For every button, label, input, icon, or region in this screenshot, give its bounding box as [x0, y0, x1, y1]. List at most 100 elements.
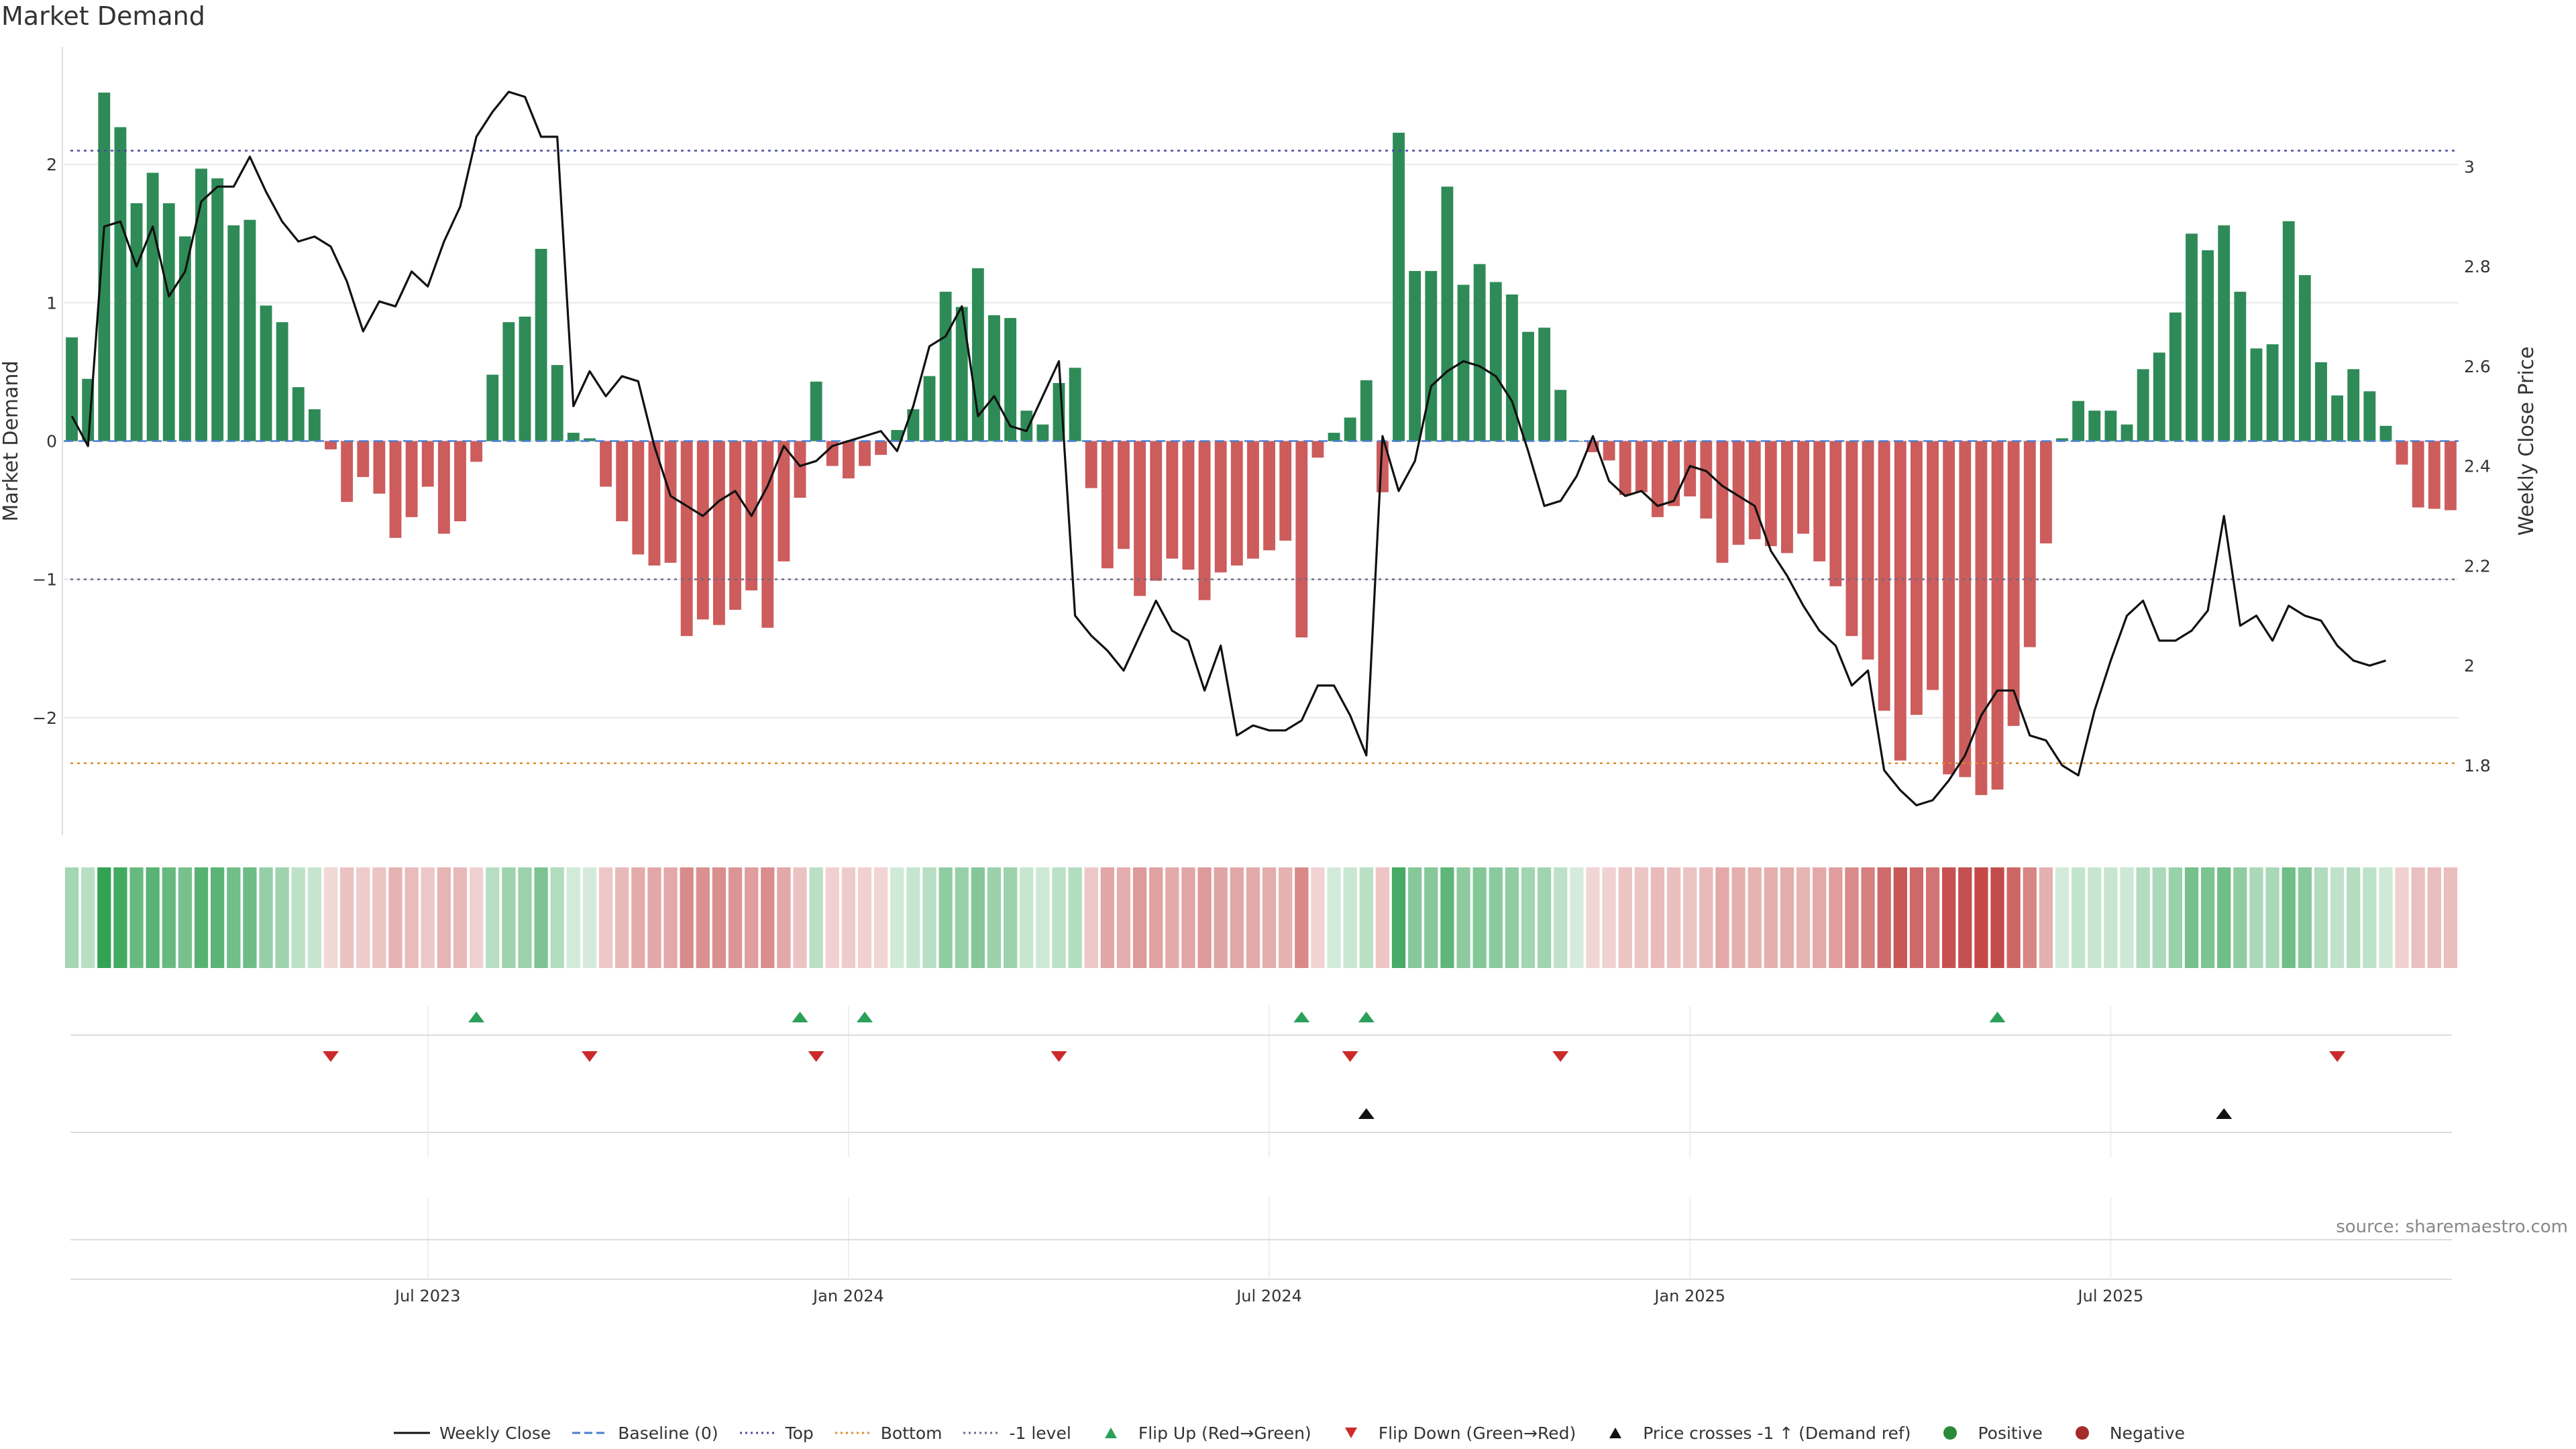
- y-tick-label-right: 2.4: [2464, 457, 2491, 476]
- demand-bar: [292, 387, 305, 441]
- heat-strip-cell: [2347, 867, 2361, 968]
- source-note: source: sharemaestro.com: [2336, 1217, 2568, 1237]
- heat-strip-cell: [2120, 867, 2134, 968]
- y-tick-label-left: −1: [32, 570, 57, 590]
- demand-bar: [777, 441, 790, 561]
- demand-bar: [1166, 441, 1179, 559]
- demand-bar: [1198, 441, 1211, 600]
- demand-bar: [1118, 441, 1130, 549]
- demand-bar: [2315, 362, 2327, 441]
- demand-bar: [2072, 400, 2085, 441]
- x-tick-label: Jan 2024: [812, 1287, 884, 1305]
- x-tick-label: Jan 2025: [1653, 1287, 1725, 1305]
- demand-bar: [211, 178, 224, 441]
- heat-strip-cell: [696, 867, 710, 968]
- demand-bar: [357, 441, 370, 478]
- legend-swatch: [1943, 1426, 1957, 1440]
- heat-strip-cell: [421, 867, 435, 968]
- heat-strip-cell: [1472, 867, 1487, 968]
- heat-strip-cell: [1197, 867, 1212, 968]
- y-tick-label-right: 2.8: [2464, 257, 2491, 276]
- heat-strip-cell: [1780, 867, 1794, 968]
- heat-strip-cell: [405, 867, 419, 968]
- heat-strip-cell: [1650, 867, 1665, 968]
- demand-bar: [195, 168, 207, 441]
- heat-strip-cell: [2006, 867, 2021, 968]
- heat-strip-cell: [1521, 867, 1536, 968]
- heat-strip-cell: [841, 867, 856, 968]
- demand-bar: [66, 337, 78, 441]
- demand-bar: [2234, 291, 2247, 441]
- demand-bar: [1732, 441, 1745, 545]
- heat-strip-cell: [2184, 867, 2199, 968]
- legend-swatch: [1609, 1428, 1622, 1438]
- demand-bar: [276, 322, 288, 441]
- demand-bar: [2104, 411, 2117, 441]
- heat-strip-cell: [486, 867, 500, 968]
- y-axis-label-right: Weekly Close Price: [2515, 346, 2538, 535]
- demand-bar: [2056, 438, 2068, 441]
- legend-symbol: [1104, 1428, 1117, 1438]
- demand-bar: [1522, 331, 1534, 441]
- demand-bar: [1134, 441, 1146, 596]
- heat-strip-cell: [1731, 867, 1746, 968]
- heat-strip-cell: [243, 867, 257, 968]
- demand-bar: [1441, 186, 1454, 441]
- heat-strip-cell: [1003, 867, 1018, 968]
- flip-down-marker: [1552, 1051, 1569, 1062]
- heat-strip-cell: [453, 867, 468, 968]
- heat-strip-cell: [2104, 867, 2118, 968]
- demand-bar: [1845, 441, 1858, 637]
- heat-strip-cell: [647, 867, 661, 968]
- demand-bar: [1247, 441, 1259, 559]
- legend-item: Bottom: [833, 1423, 942, 1443]
- demand-bar: [923, 376, 936, 441]
- heat-strip-cell: [1554, 867, 1568, 968]
- demand-bar: [1457, 284, 1470, 441]
- heat-strip-cell: [2330, 867, 2345, 968]
- heat-strip-cell: [1861, 867, 1875, 968]
- demand-bar: [2023, 441, 2036, 647]
- heat-strip-cell: [1132, 867, 1147, 968]
- heat-strip-cell: [323, 867, 338, 968]
- heat-strip-cell: [1813, 867, 1827, 968]
- demand-bar: [551, 365, 564, 441]
- heat-strip-cell: [437, 867, 451, 968]
- heat-strip-cell: [1845, 867, 1859, 968]
- legend-label: Flip Up (Red→Green): [1138, 1423, 1311, 1443]
- legend-item: Top: [737, 1423, 814, 1443]
- heat-strip-cell: [1116, 867, 1131, 968]
- demand-bar: [1328, 433, 1340, 441]
- heat-strip-cell: [1683, 867, 1697, 968]
- demand-bar: [2169, 312, 2182, 441]
- demand-bar: [2250, 348, 2263, 441]
- heat-strip-cell: [922, 867, 936, 968]
- heat-strip-cell: [2363, 867, 2377, 968]
- demand-bar: [1862, 441, 1874, 660]
- heat-strip-cell: [1974, 867, 1988, 968]
- demand-bar: [842, 441, 855, 479]
- heat-strip-cell: [2136, 867, 2150, 968]
- demand-bar: [1781, 441, 1793, 553]
- demand-bar: [114, 127, 127, 441]
- heat-strip-cell: [1699, 867, 1713, 968]
- demand-bar: [1991, 441, 2004, 790]
- legend-label: Price crosses -1 ↑ (Demand ref): [1643, 1423, 1911, 1443]
- demand-bar: [584, 438, 596, 441]
- heat-strip-cell: [1036, 867, 1050, 968]
- demand-bar: [1393, 132, 1405, 441]
- legend-swatch: [1104, 1428, 1117, 1438]
- heat-strip-cell: [1505, 867, 1519, 968]
- demand-bar: [1700, 441, 1713, 519]
- demand-bar: [389, 441, 402, 538]
- demand-bar: [1311, 441, 1324, 458]
- legend-item: Flip Up (Red→Green): [1090, 1423, 1311, 1443]
- heat-strip-cell: [469, 867, 484, 968]
- heat-strip-cell: [307, 867, 322, 968]
- heat-strip-cell: [566, 867, 580, 968]
- heat-strip-cell: [146, 867, 160, 968]
- demand-bar: [648, 441, 661, 566]
- heat-strip-cell: [1537, 867, 1552, 968]
- heat-strip-cell: [1715, 867, 1729, 968]
- demand-bar: [178, 236, 191, 441]
